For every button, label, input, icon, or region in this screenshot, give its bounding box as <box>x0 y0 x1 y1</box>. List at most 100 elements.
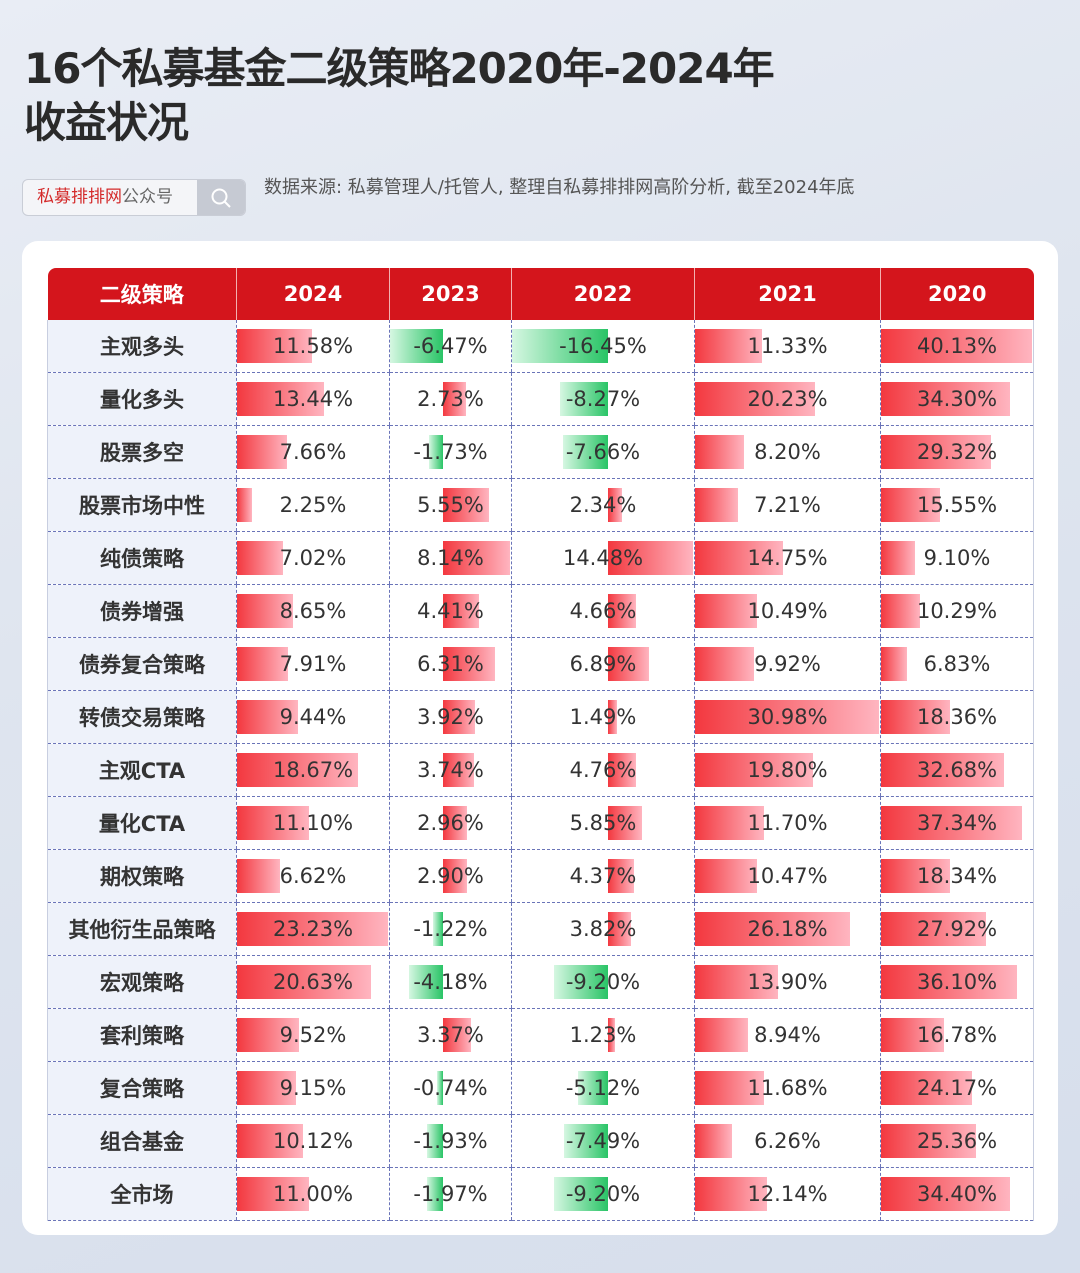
strategy-name: 主观CTA <box>47 743 237 797</box>
return-cell: 3.82% <box>511 902 695 956</box>
return-value: -1.22% <box>413 917 488 941</box>
return-cell: 37.34% <box>880 796 1034 850</box>
return-value: 4.37% <box>569 864 637 888</box>
return-cell: 2.34% <box>511 478 695 532</box>
return-cell: 14.75% <box>694 531 881 585</box>
return-value: -7.66% <box>565 440 641 464</box>
return-value: 9.10% <box>923 546 991 570</box>
negative-bar <box>437 1071 444 1105</box>
return-cell: 9.52% <box>236 1008 390 1062</box>
table-row: 债券增强 8.65% 4.41% 4.66% 10.49% 10.29% <box>47 584 1034 638</box>
return-value: 2.90% <box>417 864 484 888</box>
positive-bar <box>881 329 1032 363</box>
return-value: 5.55% <box>417 493 484 517</box>
title-line-1: 16个私募基金二级策略2020年-2024年 <box>24 44 775 93</box>
return-cell: 16.78% <box>880 1008 1034 1062</box>
return-cell: 2.96% <box>389 796 512 850</box>
return-cell: -1.73% <box>389 425 512 479</box>
return-value: 6.31% <box>417 652 484 676</box>
return-cell: 4.37% <box>511 849 695 903</box>
return-value: 4.66% <box>569 599 637 623</box>
return-cell: 12.14% <box>694 1167 881 1221</box>
return-value: 7.21% <box>754 493 821 517</box>
positive-bar <box>695 329 763 363</box>
table-row: 主观CTA 18.67% 3.74% 4.76% 19.80% 32.68% <box>47 743 1034 797</box>
search-icon <box>211 188 231 208</box>
return-cell: 7.91% <box>236 637 390 691</box>
positive-bar <box>608 488 622 522</box>
return-cell: 25.36% <box>880 1114 1034 1168</box>
table-row: 组合基金 10.12% -1.93% -7.49% 6.26% 25.36% <box>47 1114 1034 1168</box>
return-cell: 7.66% <box>236 425 390 479</box>
positive-bar <box>443 753 474 787</box>
positive-bar <box>695 647 754 681</box>
return-cell: 3.92% <box>389 690 512 744</box>
strategy-name: 转债交易策略 <box>47 690 237 744</box>
return-value: -7.49% <box>565 1129 641 1153</box>
negative-bar <box>563 435 609 469</box>
positive-bar <box>881 541 916 575</box>
strategy-name: 主观多头 <box>47 320 237 373</box>
strategy-name: 套利策略 <box>47 1008 237 1062</box>
return-cell: 4.76% <box>511 743 695 797</box>
positive-bar <box>608 912 631 946</box>
positive-bar <box>695 700 879 734</box>
return-value: 9.52% <box>279 1023 347 1047</box>
return-value: 3.82% <box>569 917 637 941</box>
strategy-name: 债券增强 <box>47 584 237 638</box>
return-cell: 11.68% <box>694 1061 881 1115</box>
return-value: 5.85% <box>569 811 637 835</box>
negative-bar <box>433 912 444 946</box>
return-value: 10.49% <box>747 599 828 623</box>
return-cell: 6.26% <box>694 1114 881 1168</box>
return-cell: -8.27% <box>511 372 695 426</box>
positive-bar <box>881 753 1004 787</box>
positive-bar <box>881 806 1022 840</box>
positive-bar <box>881 859 950 893</box>
positive-bar <box>881 912 987 946</box>
return-cell: -1.97% <box>389 1167 512 1221</box>
page-title: 16个私募基金二级策略2020年-2024年 收益状况 <box>24 42 775 150</box>
positive-bar <box>237 912 388 946</box>
return-cell: 4.41% <box>389 584 512 638</box>
table-row: 套利策略 9.52% 3.37% 1.23% 8.94% 16.78% <box>47 1008 1034 1062</box>
return-cell: 11.58% <box>236 320 390 373</box>
return-value: 6.62% <box>279 864 347 888</box>
return-value: 30.98% <box>747 705 828 729</box>
search-button[interactable] <box>197 180 245 215</box>
return-cell: 9.10% <box>880 531 1034 585</box>
negative-bar <box>390 329 444 363</box>
positive-bar <box>237 329 313 363</box>
column-header: 2024 <box>236 268 390 320</box>
positive-bar <box>881 700 951 734</box>
positive-bar <box>695 1177 768 1211</box>
return-cell: 2.73% <box>389 372 512 426</box>
positive-bar <box>237 700 299 734</box>
table-row: 股票市场中性 2.25% 5.55% 2.34% 7.21% 15.55% <box>47 478 1034 532</box>
return-value: 10.12% <box>272 1129 354 1153</box>
positive-bar <box>881 1124 977 1158</box>
positive-bar <box>237 753 359 787</box>
table-row: 股票多空 7.66% -1.73% -7.66% 8.20% 29.32% <box>47 425 1034 479</box>
return-value: 14.75% <box>747 546 828 570</box>
return-cell: 10.47% <box>694 849 881 903</box>
return-value: 11.10% <box>272 811 354 835</box>
search-text[interactable]: 私募排排网公众号 <box>23 180 197 215</box>
return-cell: 2.90% <box>389 849 512 903</box>
negative-bar <box>428 435 444 469</box>
return-value: 15.55% <box>916 493 998 517</box>
strategy-name: 量化多头 <box>47 372 237 426</box>
return-cell: -7.66% <box>511 425 695 479</box>
return-value: 8.65% <box>279 599 347 623</box>
return-value: 13.90% <box>747 970 828 994</box>
search-box[interactable]: 私募排排网公众号 <box>22 179 246 216</box>
return-value: 11.33% <box>747 334 828 358</box>
table-row: 宏观策略 20.63% -4.18% -9.20% 13.90% 36.10% <box>47 955 1034 1009</box>
return-value: -9.20% <box>565 970 641 994</box>
positive-bar <box>443 859 467 893</box>
return-value: 12.14% <box>747 1182 828 1206</box>
return-cell: -9.20% <box>511 1167 695 1221</box>
return-cell: 19.80% <box>694 743 881 797</box>
strategy-name: 全市场 <box>47 1167 237 1221</box>
return-value: 4.76% <box>569 758 637 782</box>
